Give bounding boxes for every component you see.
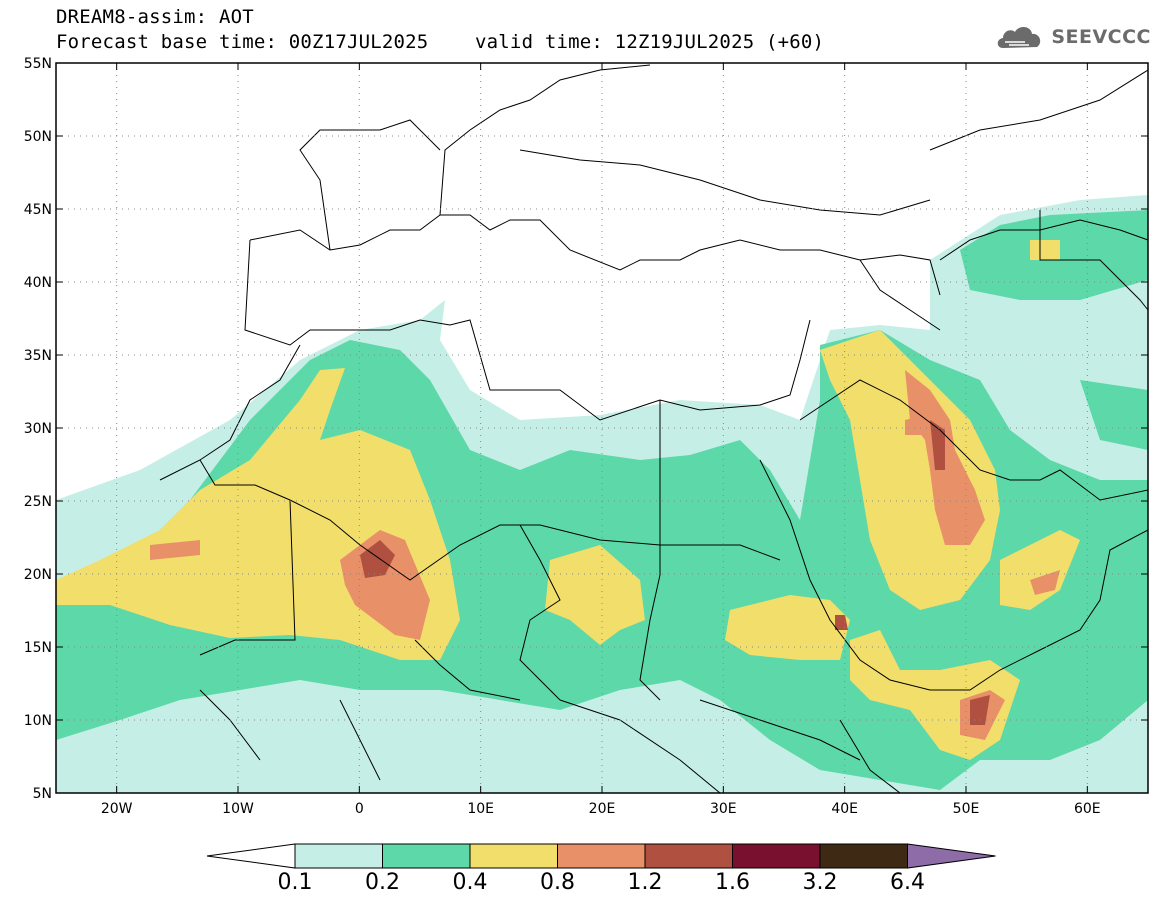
lon-label: 60E: [1074, 801, 1101, 817]
lat-label: 50N: [24, 129, 52, 145]
seevccc-logo: SEEVCCC: [995, 22, 1151, 52]
colorbar-label: 3.2: [803, 870, 838, 895]
lon-label: 0: [355, 801, 364, 817]
colorbar-label: 0.1: [278, 870, 313, 895]
lon-label: 30E: [710, 801, 737, 817]
gridlines: [56, 63, 1148, 793]
lon-label: 10W: [222, 801, 254, 817]
colorbar-segment: [469, 843, 558, 869]
colorbar-over: [907, 843, 996, 869]
lat-label: 20N: [24, 567, 52, 583]
lat-label: 35N: [24, 348, 52, 364]
colorbar-label: 0.4: [453, 870, 488, 895]
lon-label: 50E: [953, 801, 980, 817]
colorbar-label: 0.2: [365, 870, 400, 895]
lat-label: 25N: [24, 494, 52, 510]
lat-label: 10N: [24, 713, 52, 729]
lat-label: 30N: [24, 421, 52, 437]
lon-label: 20E: [589, 801, 616, 817]
lon-label: 10E: [467, 801, 494, 817]
aot-field: [56, 63, 1148, 793]
lat-label: 55N: [24, 56, 52, 72]
colorbar-segment: [644, 843, 733, 869]
lon-label: 40E: [831, 801, 858, 817]
valid-time: valid time: 12Z19JUL2025 (+60): [475, 31, 825, 53]
time-info: Forecast base time: 00Z17JUL2025 valid t…: [56, 31, 824, 53]
colorbar-segment: [382, 843, 471, 869]
colorbar-segment: [819, 843, 908, 869]
colorbar-segment: [732, 843, 821, 869]
lat-label: 5N: [33, 786, 52, 802]
map-title: DREAM8-assim: AOT: [56, 6, 254, 28]
cloud-icon: [998, 26, 1041, 48]
lat-label: 40N: [24, 275, 52, 291]
lat-label: 15N: [24, 640, 52, 656]
colorbar-label: 1.2: [628, 870, 663, 895]
base-time: Forecast base time: 00Z17JUL2025: [56, 31, 429, 53]
colorbar-segment: [557, 843, 646, 869]
lat-label: 45N: [24, 202, 52, 218]
lon-label: 20W: [101, 801, 133, 817]
colorbar: 0.1 0.2 0.4 0.8 1.2 1.6 3.2 6.4: [206, 843, 996, 895]
colorbar-label: 6.4: [890, 870, 925, 895]
colorbar-label: 1.6: [715, 870, 750, 895]
colorbar-under: [206, 843, 296, 869]
aot-level-1.2: [360, 420, 990, 725]
colorbar-label: 0.8: [540, 870, 575, 895]
colorbar-segment: [294, 843, 383, 869]
axis-ticks: 20W 10W 0 10E 20E 30E 40E 50E 60E 55N 50N 45N 40N 35N…: [24, 56, 1148, 817]
logo-text: SEEVCCC: [1051, 26, 1151, 48]
borders: [159, 64, 1148, 793]
